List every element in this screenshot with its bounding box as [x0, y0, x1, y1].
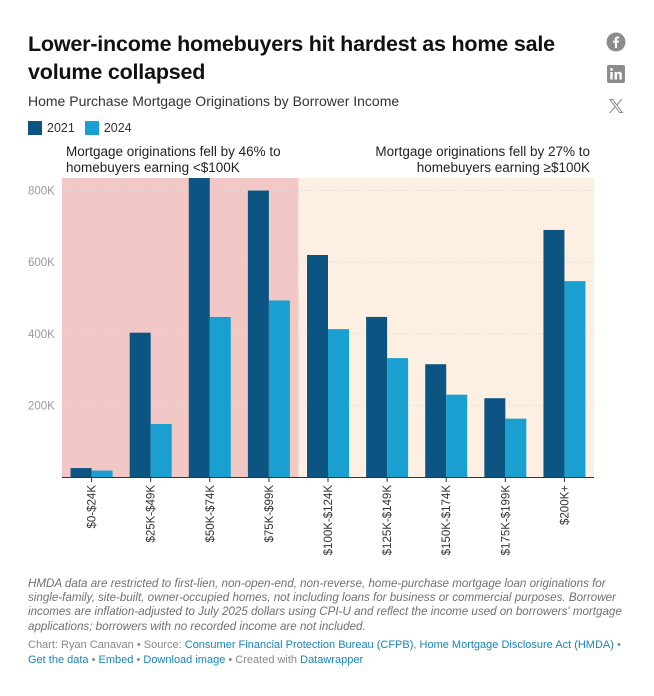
chart-title: Lower-income homebuyers hit hardest as h… [28, 32, 555, 84]
linkedin-icon-glyph [607, 65, 625, 83]
bar-2024-6 [446, 394, 468, 477]
x-tick-label: $25K-$49K [146, 485, 158, 543]
bar-2021-3 [247, 190, 269, 477]
linkedin-icon[interactable] [604, 62, 628, 86]
annotation-0: Mortgage originations fell by 46% to home… [66, 144, 281, 175]
datawrapper-link[interactable]: Datawrapper [300, 653, 364, 666]
x-icon[interactable] [604, 94, 628, 118]
bar-chart: 200K 400K 600K 800K Mortgage originations fe… [28, 144, 594, 556]
legend-swatch-2021 [28, 121, 42, 135]
bar-2021-0 [70, 468, 92, 477]
credit-separator: • [136, 653, 141, 666]
chart-note: HMDA data are restricted to first-lien, … [28, 577, 622, 633]
source-comma: , [413, 639, 417, 651]
bar-2021-5 [366, 316, 388, 477]
created-with-label: Created with [235, 653, 298, 666]
get-data-link[interactable]: Get the data [28, 653, 89, 666]
source-link-hmda[interactable]: Home Mortgage Disclosure Act (HMDA) [419, 639, 614, 651]
x-tick-label: $175K-$199K [500, 485, 512, 556]
chart-credits: Chart: Ryan Canavan • Source: Consumer F… [28, 638, 634, 667]
credit-separator: • [136, 639, 141, 651]
credit-separator: • [91, 653, 96, 666]
bar-2021-4 [307, 254, 328, 477]
bar-2021-2 [188, 178, 210, 477]
bar-2021-6 [425, 364, 447, 477]
x-icon-glyph [609, 99, 624, 113]
download-image-link[interactable]: Download image [143, 653, 226, 666]
bar-2021-8 [543, 229, 565, 477]
bar-2021-7 [484, 398, 506, 477]
legend-label-2024: 2024 [103, 121, 132, 135]
credit-separator: • [616, 639, 621, 651]
chart-author: Chart: Ryan Canavan [28, 639, 134, 651]
chart-subtitle: Home Purchase Mortgage Originations by B… [28, 93, 400, 109]
bar-2024-1 [150, 424, 172, 477]
x-tick-label: $75K-$99K [264, 485, 276, 543]
x-tick-label: $50K-$74K [205, 485, 217, 543]
x-tick-label: $0-$24K [87, 485, 99, 529]
x-tick-label: $100K-$124K [323, 485, 335, 556]
x-tick-label: $125K-$149K [382, 485, 394, 556]
bar-2024-5 [387, 358, 409, 477]
bar-2024-0 [91, 470, 113, 477]
source-label: Source: [143, 639, 182, 651]
bar-2024-2 [209, 316, 231, 477]
credit-separator: • [228, 653, 233, 666]
facebook-icon-glyph [606, 32, 626, 52]
annotation-1: Mortgage originations fell by 27% to home… [375, 144, 590, 175]
bar-2024-8 [564, 281, 586, 477]
y-tick-label: 800K [28, 186, 55, 198]
bar-2024-7 [505, 418, 527, 477]
y-tick-label: 600K [28, 257, 55, 269]
legend-label-2021: 2021 [47, 121, 75, 135]
source-link-cfpb[interactable]: Consumer Financial Protection Bureau (CF… [184, 639, 414, 651]
y-tick-label: 400K [28, 329, 55, 341]
legend-item-2024: 2024 [84, 121, 132, 135]
bar-2021-1 [129, 332, 151, 477]
x-tick-label: $150K-$174K [441, 485, 453, 556]
legend-swatch-2024 [84, 121, 99, 135]
facebook-icon[interactable] [604, 30, 628, 54]
bar-2024-4 [328, 329, 349, 477]
legend-item-2021: 2021 [28, 121, 75, 135]
x-tick-label: $200K+ [559, 485, 571, 525]
y-tick-label: 200K [28, 400, 55, 412]
chart-legend: 2021 2024 [28, 121, 142, 135]
embed-link[interactable]: Embed [98, 653, 134, 666]
bar-2024-3 [268, 300, 290, 477]
